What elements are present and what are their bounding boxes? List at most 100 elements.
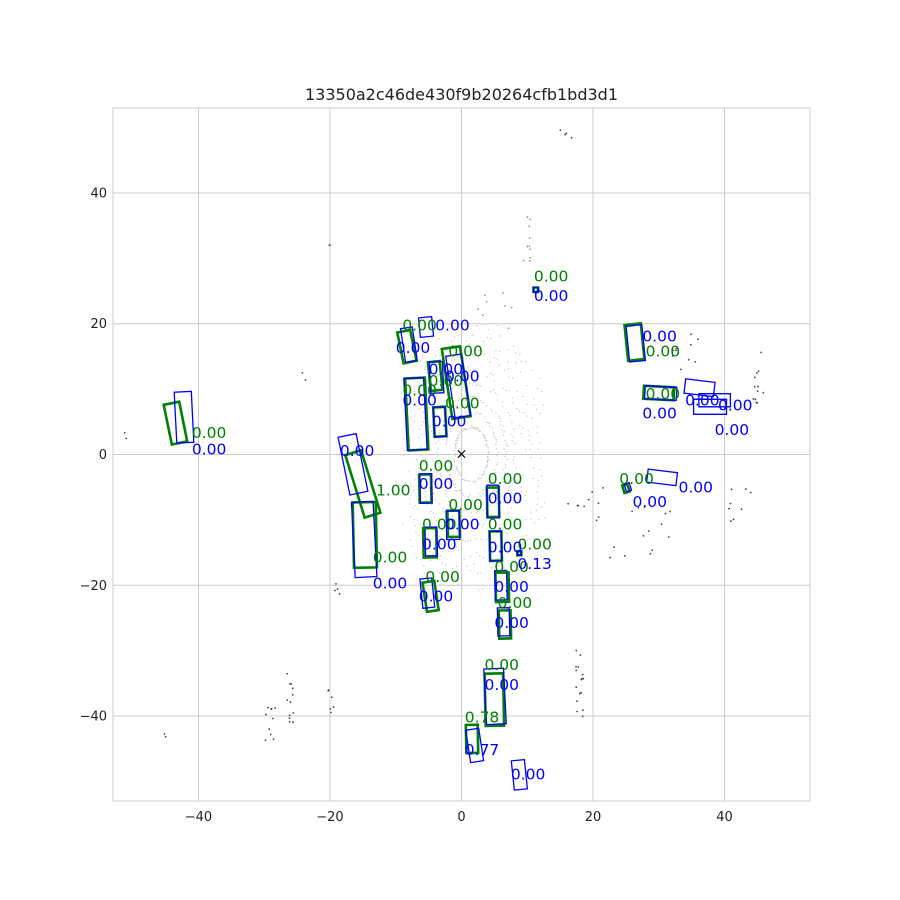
lidar-point [497, 528, 500, 530]
lidar-point [407, 391, 409, 394]
lidar-point [403, 438, 405, 440]
lidar-point [289, 701, 292, 704]
lidar-point [304, 378, 307, 381]
lidar-point [493, 433, 495, 435]
lidar-point [447, 357, 449, 359]
lidar-point [413, 420, 415, 422]
ground-truth-score-label: 0.00 [448, 496, 483, 514]
lidar-point [486, 376, 488, 378]
lidar-point [482, 435, 485, 437]
lidar-point [424, 349, 426, 351]
prediction-score-label: 0.00 [192, 441, 227, 459]
lidar-point [482, 489, 484, 491]
lidar-point [631, 510, 633, 513]
lidar-point [463, 509, 465, 512]
ground-truth-score-label: 0.00 [534, 267, 569, 285]
lidar-point [480, 538, 482, 541]
lidar-point [418, 467, 420, 469]
lidar-point [511, 397, 513, 399]
lidar-point [512, 459, 515, 461]
lidar-point [486, 460, 489, 462]
lidar-point [454, 452, 456, 455]
lidar-point [518, 481, 521, 483]
lidar-point [416, 556, 418, 559]
lidar-point [497, 461, 499, 464]
lidar-point [496, 455, 499, 457]
ground-truth-score-label: 0.00 [402, 316, 437, 334]
ground-truth-score-label: 0.00 [646, 342, 681, 360]
lidar-point [425, 490, 427, 493]
ego-marker: × [456, 447, 468, 463]
lidar-point [520, 486, 522, 489]
lidar-point [458, 437, 460, 439]
lidar-point [591, 490, 594, 493]
lidar-point [505, 442, 508, 444]
lidar-point [582, 677, 585, 680]
lidar-point [455, 405, 457, 407]
lidar-point [498, 415, 500, 417]
lidar-point [462, 478, 464, 481]
lidar-point [454, 358, 456, 361]
lidar-point [443, 511, 445, 513]
lidar-point [575, 669, 578, 672]
lidar-point [458, 471, 460, 473]
lidar-point [445, 493, 447, 495]
lidar-point [430, 430, 433, 433]
lidar-point [453, 584, 455, 587]
prediction-box [625, 323, 647, 363]
lidar-point [528, 434, 530, 437]
y-tick-label: −40 [80, 710, 107, 725]
lidar-point [492, 373, 494, 376]
lidar-point [511, 565, 513, 567]
lidar-point [444, 462, 447, 465]
lidar-point [753, 376, 756, 379]
prediction-score-label: 0.00 [396, 339, 431, 357]
lidar-point [453, 449, 455, 452]
lidar-point [467, 480, 469, 482]
lidar-point [425, 458, 427, 460]
lidar-point [471, 353, 474, 355]
lidar-point [484, 508, 486, 510]
lidar-point [516, 545, 519, 548]
lidar-point [575, 649, 578, 652]
lidar-point [409, 497, 411, 499]
lidar-point [486, 421, 488, 424]
lidar-point [496, 544, 499, 547]
lidar-point [409, 485, 412, 488]
prediction-box [399, 326, 419, 364]
lidar-point [478, 413, 481, 415]
lidar-point [445, 564, 447, 567]
lidar-point [694, 360, 697, 363]
lidar-point [511, 377, 514, 379]
lidar-point [524, 519, 527, 521]
axes-frame [112, 107, 811, 802]
lidar-point [664, 512, 667, 515]
lidar-point [528, 237, 531, 239]
lidar-point [463, 479, 466, 482]
lidar-point [512, 436, 515, 438]
lidar-point [474, 428, 476, 430]
lidar-point [292, 712, 295, 714]
lidar-point [467, 428, 470, 430]
lidar-point [475, 511, 477, 514]
lidar-point [462, 356, 465, 359]
lidar-point [441, 562, 444, 564]
lidar-point [581, 673, 584, 676]
lidar-point [505, 450, 508, 453]
lidar-point [288, 714, 291, 717]
lidar-point [463, 558, 465, 560]
lidar-point [512, 463, 515, 465]
lidar-point [433, 516, 436, 519]
lidar-point [468, 343, 471, 345]
lidar-point [456, 468, 458, 470]
prediction-score-label: 0.00 [642, 327, 677, 345]
lidar-point [518, 410, 521, 413]
lidar-point [503, 448, 505, 450]
lidar-point [477, 308, 480, 311]
lidar-point [496, 453, 498, 456]
lidar-point [728, 507, 730, 510]
lidar-point [470, 427, 472, 430]
lidar-point [502, 425, 504, 427]
lidar-point [424, 368, 426, 370]
y-tick-label: 20 [90, 317, 107, 332]
